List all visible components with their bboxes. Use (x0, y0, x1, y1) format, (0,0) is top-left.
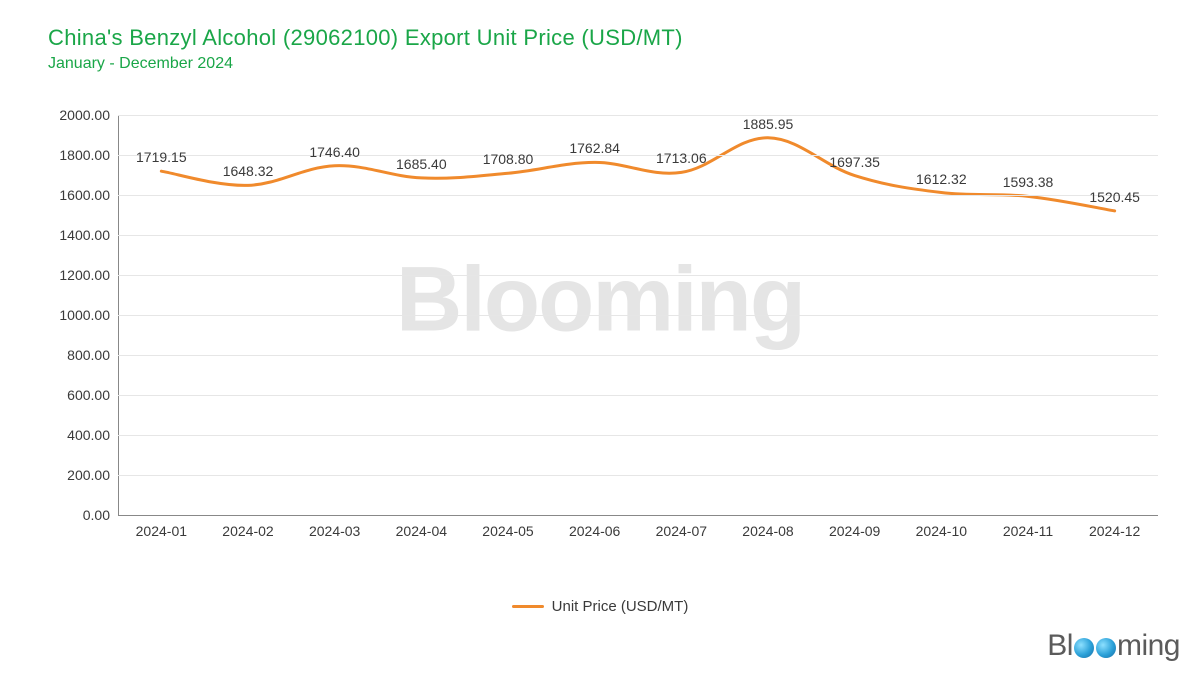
gridline (118, 195, 1158, 196)
chart-header: China's Benzyl Alcohol (29062100) Export… (48, 25, 683, 73)
x-tick-label: 2024-12 (1089, 523, 1140, 539)
globe-icon (1096, 638, 1116, 658)
x-tick-label: 2024-02 (222, 523, 273, 539)
data-label: 1520.45 (1089, 189, 1140, 205)
y-tick-label: 800.00 (48, 347, 110, 363)
gridline (118, 275, 1158, 276)
chart-area: 0.00 200.00 400.00 600.00 800.00 1000.00 1200.… (48, 115, 1158, 545)
data-label: 1885.95 (743, 116, 794, 132)
data-label: 1762.84 (569, 140, 620, 156)
x-tick-label: 2024-07 (656, 523, 707, 539)
x-tick-label: 2024-08 (742, 523, 793, 539)
gridline (118, 355, 1158, 356)
data-label: 1593.38 (1003, 174, 1054, 190)
y-tick-label: 1400.00 (48, 227, 110, 243)
x-tick-label: 2024-04 (396, 523, 447, 539)
x-tick-label: 2024-09 (829, 523, 880, 539)
chart-title: China's Benzyl Alcohol (29062100) Export… (48, 25, 683, 51)
y-tick-label: 1800.00 (48, 147, 110, 163)
data-label: 1648.32 (223, 163, 274, 179)
legend-swatch (512, 605, 544, 608)
x-tick-label: 2024-05 (482, 523, 533, 539)
y-tick-label: 200.00 (48, 467, 110, 483)
data-label: 1746.40 (309, 144, 360, 160)
y-tick-label: 400.00 (48, 427, 110, 443)
chart-subtitle: January - December 2024 (48, 55, 683, 73)
data-label: 1719.15 (136, 149, 187, 165)
data-label: 1697.35 (829, 154, 880, 170)
globe-icon (1074, 638, 1094, 658)
legend-label: Unit Price (USD/MT) (552, 598, 689, 615)
data-label: 1708.80 (483, 151, 534, 167)
data-label: 1713.06 (656, 150, 707, 166)
gridline (118, 235, 1158, 236)
brand-logo: Blming (1047, 629, 1180, 663)
plot-region: 0.00200.00400.00600.00800.001000.001200.… (118, 115, 1158, 515)
data-label: 1685.40 (396, 156, 447, 172)
x-tick-label: 2024-06 (569, 523, 620, 539)
gridline (118, 435, 1158, 436)
y-tick-label: 1000.00 (48, 307, 110, 323)
gridline (118, 315, 1158, 316)
y-tick-label: 1600.00 (48, 187, 110, 203)
y-tick-label: 1200.00 (48, 267, 110, 283)
line-series (161, 138, 1114, 211)
x-tick-label: 2024-01 (136, 523, 187, 539)
y-tick-label: 0.00 (48, 507, 110, 523)
gridline (118, 475, 1158, 476)
x-tick-label: 2024-11 (1003, 523, 1053, 539)
data-label: 1612.32 (916, 171, 967, 187)
gridline (118, 395, 1158, 396)
chart-legend: Unit Price (USD/MT) (0, 595, 1200, 615)
y-tick-label: 600.00 (48, 387, 110, 403)
x-axis-line (118, 515, 1158, 516)
legend-item-unit-price: Unit Price (USD/MT) (512, 598, 689, 615)
gridline (118, 115, 1158, 116)
y-tick-label: 2000.00 (48, 107, 110, 123)
x-tick-label: 2024-03 (309, 523, 360, 539)
gridline (118, 155, 1158, 156)
x-tick-label: 2024-10 (916, 523, 967, 539)
